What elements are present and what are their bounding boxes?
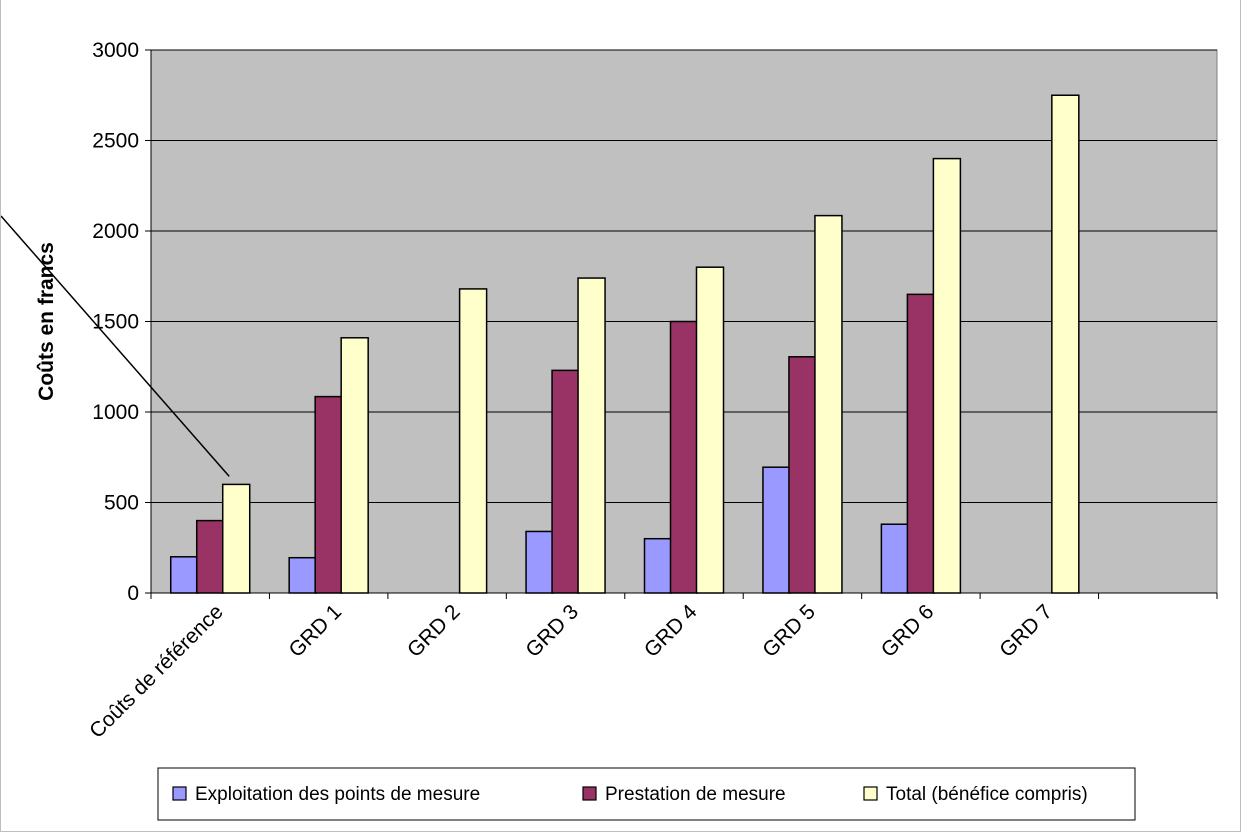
x-tick-label: GRD 6 [877, 600, 939, 662]
legend-swatch [582, 786, 597, 801]
x-tick-label: GRD 3 [521, 600, 583, 662]
legend-label: Prestation de mesure [605, 784, 786, 805]
bar [906, 293, 936, 594]
bar [169, 556, 199, 594]
y-tick-label: 1000 [92, 401, 139, 424]
bar [525, 530, 554, 594]
bar [880, 523, 910, 594]
y-tick-label: 2500 [92, 130, 139, 153]
bar [814, 214, 843, 594]
bar [314, 395, 343, 594]
bar [669, 320, 699, 594]
x-ticks: Coûts de référence GRD 1 GRD 2 GRD 3 GRD 4 GR… [85, 593, 1218, 743]
bar [577, 277, 606, 594]
bars [169, 94, 1080, 594]
annotation-leader-line [1, 215, 230, 477]
bar [340, 337, 369, 594]
legend-box [157, 767, 1136, 821]
bar [762, 466, 791, 594]
bar [458, 288, 488, 594]
bar [643, 537, 673, 594]
bar [221, 483, 251, 594]
legend-swatch [863, 786, 878, 801]
legend-label: Exploitation des points de mesure [195, 784, 480, 805]
y-tick-label: 2000 [92, 220, 139, 243]
x-tick-label: GRD 7 [995, 600, 1057, 662]
y-tick-label: 500 [104, 492, 139, 515]
bar [788, 356, 817, 594]
y-tick-label: 0 [127, 582, 139, 605]
x-tick-label: GRD 2 [403, 600, 465, 662]
y-tick-label: 3000 [92, 39, 139, 62]
bar [288, 556, 317, 594]
x-tick-label: GRD 4 [640, 600, 702, 662]
legend-swatch [172, 786, 187, 801]
bar [695, 266, 725, 594]
y-ticks: 0 500 1000 1500 2000 2500 3000 [92, 39, 151, 605]
legend-label: Total (bénéfice compris) [886, 784, 1088, 805]
x-tick-label: GRD 1 [285, 600, 347, 662]
legend: Exploitation des points de mesure Prestat… [157, 767, 1136, 821]
y-tick-label: 1500 [92, 311, 139, 334]
x-tick-label: GRD 5 [758, 600, 820, 662]
bar [551, 369, 580, 594]
bar [932, 157, 962, 594]
y-axis-title: Coûts en francs [35, 242, 58, 401]
bar [1051, 94, 1080, 594]
bar [195, 519, 225, 594]
x-tick-label: Coûts de référence [85, 600, 228, 743]
